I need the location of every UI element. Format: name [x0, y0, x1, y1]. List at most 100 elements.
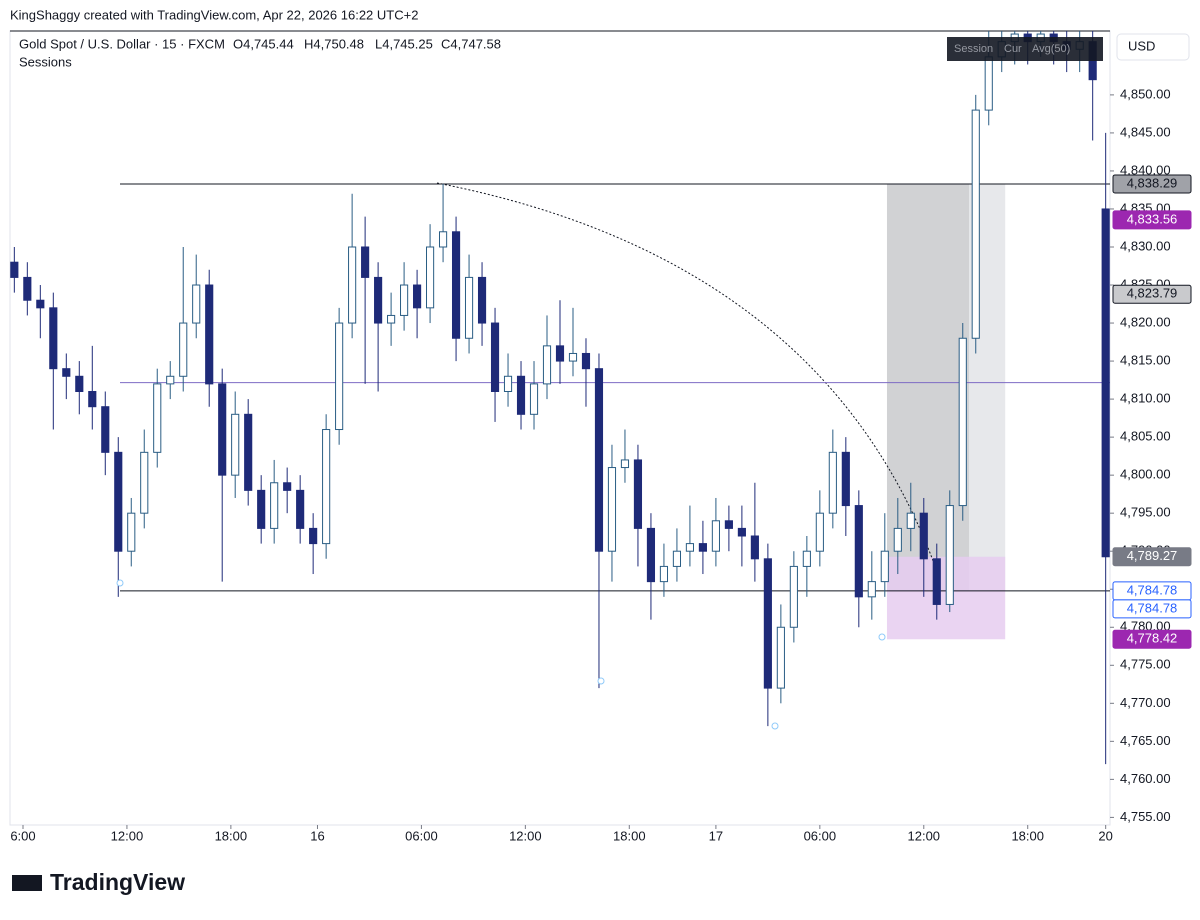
candle-body — [101, 406, 110, 453]
candle-body — [114, 451, 123, 552]
candle-body — [75, 375, 84, 392]
legend-item: Avg(50) — [1032, 43, 1070, 55]
candle-body — [153, 383, 162, 453]
x-tick-label: 17 — [709, 828, 723, 843]
x-tick-label: 12:00 — [111, 828, 144, 843]
y-tick-label: 4,840.00 — [1120, 162, 1171, 177]
price-label: 4,838.29 — [1127, 175, 1178, 190]
x-tick-label: 12:00 — [908, 828, 941, 843]
indicator: Sessions — [19, 54, 72, 69]
candle-body — [841, 451, 850, 507]
x-tick-label: 12:00 — [509, 828, 542, 843]
candle-body — [244, 413, 253, 491]
currency-button[interactable] — [1116, 33, 1190, 61]
candle-body — [335, 322, 344, 431]
candle-body — [387, 314, 396, 324]
candle-body — [711, 520, 720, 552]
price-label: 4,823.79 — [1127, 286, 1178, 301]
price-label-bg — [1112, 629, 1192, 649]
credit: KingShaggy created with TradingView.com,… — [10, 7, 418, 22]
price-label-bg — [1112, 174, 1192, 194]
candle-body — [309, 527, 318, 545]
candle-body — [257, 489, 266, 529]
y-tick-label: 4,815.00 — [1120, 353, 1171, 368]
y-tick-label: 4,765.00 — [1120, 733, 1171, 748]
x-tick-label: 18:00 — [1011, 828, 1044, 843]
candle-body — [906, 512, 915, 529]
x-tick-label: 20 — [1098, 828, 1112, 843]
y-tick-label: 4,800.00 — [1120, 467, 1171, 482]
candle-body — [348, 246, 357, 324]
candle-body — [322, 429, 331, 545]
candle-body — [945, 505, 954, 605]
candle-body — [192, 284, 201, 324]
candle-body — [218, 383, 227, 476]
candle-body — [594, 368, 604, 552]
candle-body — [568, 352, 578, 362]
candle-body — [49, 307, 58, 370]
price-label-bg — [1112, 210, 1192, 230]
levels — [120, 183, 1110, 592]
candle-body — [867, 581, 876, 598]
currency[interactable]: USD — [1128, 38, 1155, 53]
swing-dot — [597, 677, 605, 685]
legend-item: Cur — [1004, 43, 1022, 55]
candle-body — [529, 383, 539, 415]
candle-body — [685, 543, 694, 552]
candle-body — [815, 512, 824, 552]
candle-body — [724, 520, 733, 529]
candle-body — [659, 565, 669, 583]
candle-body — [464, 276, 474, 339]
swing-dot — [771, 722, 779, 730]
x-tick-label: 18:00 — [613, 828, 646, 843]
ohlc: H4,750.48 — [304, 36, 364, 51]
price-label-bg — [1112, 599, 1192, 619]
candle-body — [503, 375, 513, 392]
x-tick-label: 6:00 — [10, 828, 35, 843]
ohlc: L4,745.25 — [375, 36, 433, 51]
y-tick-label: 4,755.00 — [1120, 809, 1171, 824]
candle-body — [542, 345, 552, 385]
candle-body — [633, 459, 643, 529]
candle-body — [958, 337, 967, 507]
candle-body — [828, 451, 837, 514]
symbol: Gold Spot / U.S. Dollar · 15 · FXCM — [19, 36, 225, 51]
candle-body — [672, 550, 682, 567]
ohlc: C4,747.58 — [441, 36, 501, 51]
candle-body — [607, 467, 617, 552]
legend-box — [947, 37, 1103, 61]
candle-body — [789, 565, 798, 628]
price-label-bg — [1112, 547, 1192, 567]
candle-body — [127, 512, 136, 552]
candle-body — [23, 276, 32, 301]
x-tick-label: 06:00 — [804, 828, 837, 843]
candle-body — [763, 558, 772, 689]
candle-body — [932, 558, 941, 605]
candle-body — [438, 231, 448, 248]
y-tick-label: 4,850.00 — [1120, 86, 1171, 101]
price-label: 4,833.56 — [1127, 211, 1178, 226]
candle-body — [984, 56, 993, 111]
price-label: 4,784.78 — [1127, 600, 1178, 615]
price-label: 4,778.42 — [1127, 631, 1178, 646]
candle-body — [477, 276, 487, 324]
position-box — [886, 183, 970, 591]
y-tick-label: 4,770.00 — [1120, 695, 1171, 710]
candle-body — [490, 322, 500, 392]
candle-body — [36, 299, 45, 309]
y-tick-label: 4,820.00 — [1120, 314, 1171, 329]
price-label-bg — [1112, 284, 1192, 304]
price-label: 4,789.27 — [1127, 548, 1178, 563]
brand-logo — [12, 875, 42, 891]
candle-body — [283, 482, 292, 491]
candle-body — [1101, 208, 1110, 558]
y-tick-label: 4,760.00 — [1120, 771, 1171, 786]
candle-body — [451, 231, 461, 339]
candle-body — [10, 261, 19, 278]
candle-body — [893, 527, 902, 552]
y-tick-label: 4,805.00 — [1120, 429, 1171, 444]
candle-body — [400, 284, 409, 316]
candle-body — [555, 345, 565, 362]
candle-body — [374, 276, 383, 324]
